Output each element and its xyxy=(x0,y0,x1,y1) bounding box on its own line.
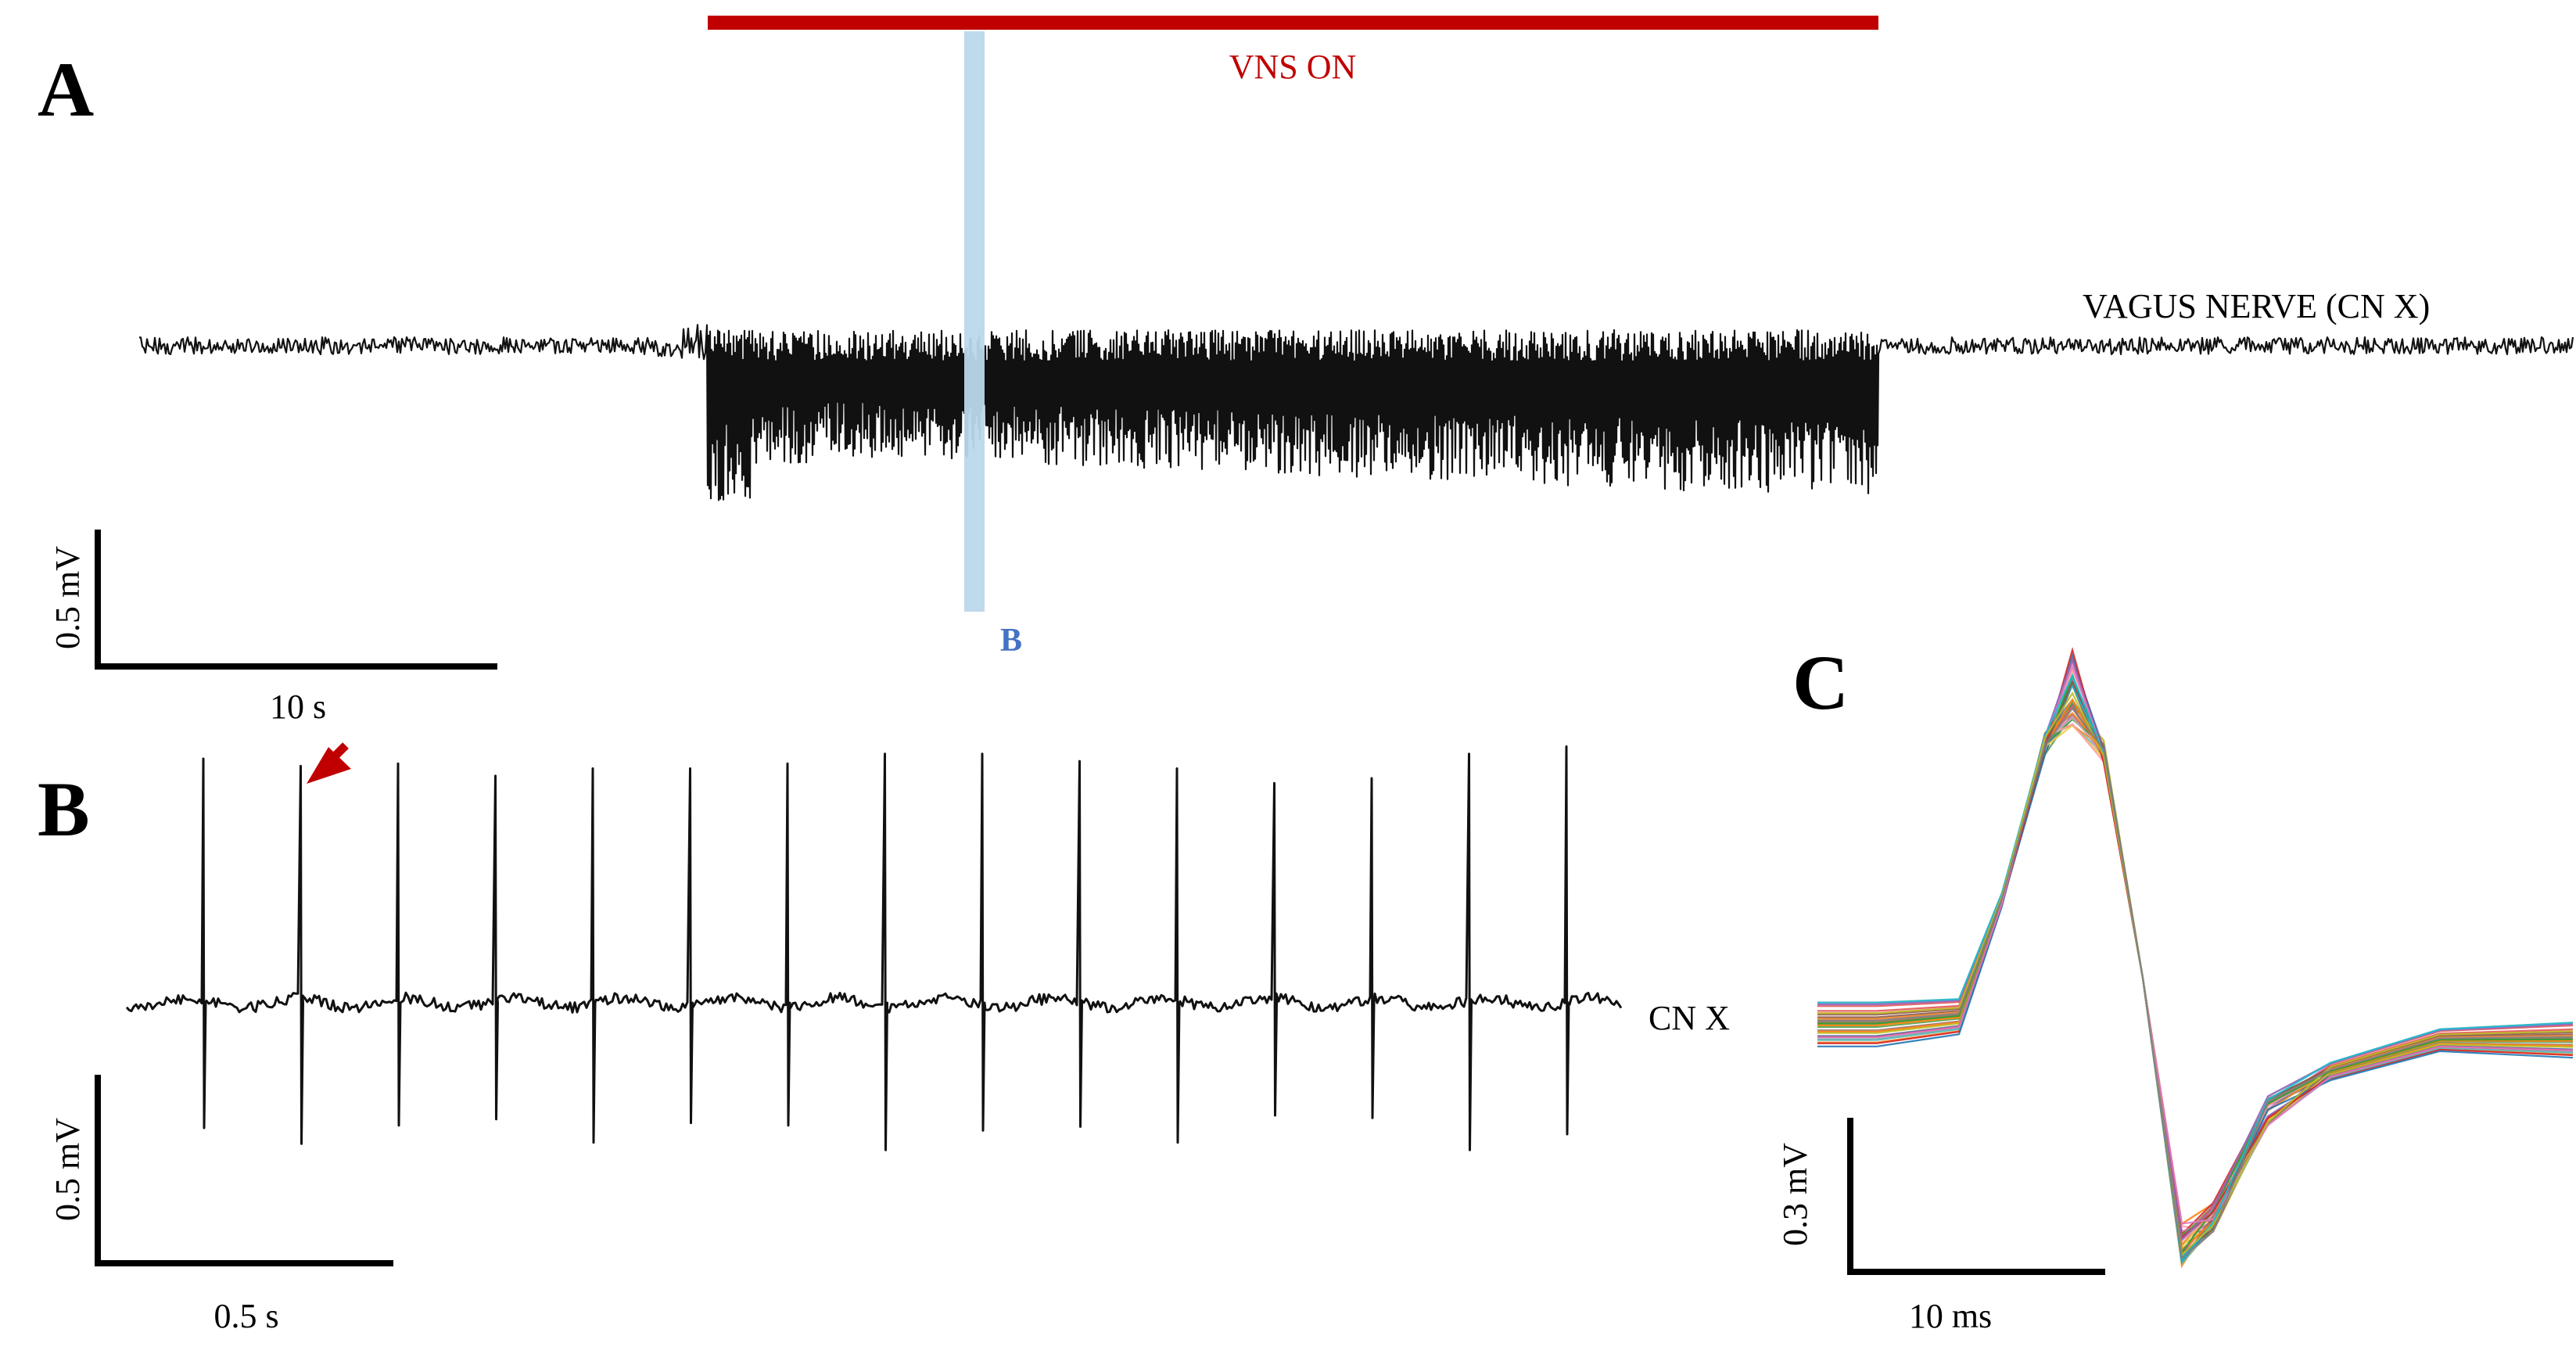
spike-waveform-7 xyxy=(1817,713,2574,1241)
spike-waveform-39 xyxy=(1817,691,2574,1257)
spike-waveform-29 xyxy=(1817,656,2574,1264)
spike-waveform-14 xyxy=(1817,679,2574,1237)
spike-waveform-8 xyxy=(1817,667,2574,1233)
arrow-shaft xyxy=(327,742,349,764)
spike-waveform-20 xyxy=(1817,698,2574,1247)
spike-waveforms xyxy=(1817,646,2574,1269)
spike-waveform-30 xyxy=(1817,717,2574,1262)
vagus-nerve-label: VAGUS NERVE (CN X) xyxy=(2083,287,2430,325)
spike-waveform-33 xyxy=(1817,673,2574,1255)
panel-b-window-marker xyxy=(964,31,985,612)
spike-waveform-9 xyxy=(1817,682,2574,1233)
spike-waveform-27 xyxy=(1817,656,2574,1241)
spike-waveform-4 xyxy=(1817,723,2574,1264)
spike-waveform-5 xyxy=(1817,712,2574,1239)
scalebar-b-lines xyxy=(95,1075,393,1266)
spike-waveform-18 xyxy=(1817,683,2574,1259)
spike-waveform-37 xyxy=(1817,663,2574,1225)
vns-stimulation-bar xyxy=(708,16,1878,30)
spike-waveform-11 xyxy=(1817,681,2574,1236)
vagus-nerve-trace xyxy=(139,324,2574,501)
spike-waveform-1 xyxy=(1817,717,2574,1262)
spike-waveform-34 xyxy=(1817,646,2574,1239)
cn-x-label: CN X xyxy=(1649,999,1730,1037)
spike-waveform-16 xyxy=(1817,683,2574,1262)
scalebar-a: 0.5 mV 10 s xyxy=(48,530,497,726)
spike-waveform-26 xyxy=(1817,724,2573,1250)
panel-a-letter: A xyxy=(38,46,94,133)
scalebar-b: 0.5 mV 0.5 s xyxy=(48,1075,393,1335)
spike-waveform-38 xyxy=(1817,673,2574,1263)
spike-waveform-12 xyxy=(1817,712,2574,1226)
scalebar-b-horizontal-label: 0.5 s xyxy=(213,1297,278,1335)
spike-waveform-21 xyxy=(1817,702,2574,1240)
spike-waveform-40 xyxy=(1817,706,2574,1260)
spike-waveform-17 xyxy=(1817,715,2574,1233)
spike-waveform-3 xyxy=(1817,657,2574,1256)
spike-waveform-2 xyxy=(1817,703,2574,1269)
spike-waveform-28 xyxy=(1817,723,2574,1243)
spike-waveform-10 xyxy=(1817,706,2574,1263)
spike-waveform-31 xyxy=(1817,653,2574,1263)
scalebar-c-horizontal-label: 10 ms xyxy=(1909,1297,1992,1335)
panel-c: C 0.3 mV 10 ms xyxy=(1776,639,2574,1335)
scalebar-b-vertical-label: 0.5 mV xyxy=(48,1118,87,1221)
spike-waveform-36 xyxy=(1817,680,2574,1255)
panel-c-letter: C xyxy=(1792,639,1849,726)
scalebar-c: 0.3 mV 10 ms xyxy=(1776,1118,2105,1335)
spike-waveform-22 xyxy=(1817,724,2574,1246)
scalebar-a-lines xyxy=(95,530,497,670)
panel-a: A VNS ON B VAGUS NERVE (CN X) 0.5 mV 10 … xyxy=(38,16,2574,726)
spike-waveform-15 xyxy=(1817,678,2574,1258)
spike-waveform-35 xyxy=(1817,657,2574,1241)
cn-x-trace xyxy=(125,745,1623,1151)
spike-waveform-13 xyxy=(1817,718,2574,1266)
spike-waveform-19 xyxy=(1817,703,2574,1246)
spike-waveform-23 xyxy=(1817,705,2574,1241)
spike-waveform-24 xyxy=(1817,674,2574,1266)
spike-waveform-25 xyxy=(1817,700,2574,1237)
scalebar-c-lines xyxy=(1847,1118,2105,1275)
scalebar-a-vertical-label: 0.5 mV xyxy=(48,546,87,649)
spike-waveform-6 xyxy=(1817,672,2574,1238)
scalebar-c-vertical-label: 0.3 mV xyxy=(1776,1143,1814,1246)
arrow-head xyxy=(307,747,351,784)
vns-on-label: VNS ON xyxy=(1229,48,1357,86)
window-marker-label: B xyxy=(1000,623,1022,659)
panel-b-letter: B xyxy=(38,766,90,853)
spike-waveform-32 xyxy=(1817,698,2574,1252)
panel-b: B CN X 0.5 mV 0.5 s xyxy=(38,742,1730,1335)
red-arrow-icon xyxy=(307,742,351,784)
scalebar-a-horizontal-label: 10 s xyxy=(270,688,326,726)
